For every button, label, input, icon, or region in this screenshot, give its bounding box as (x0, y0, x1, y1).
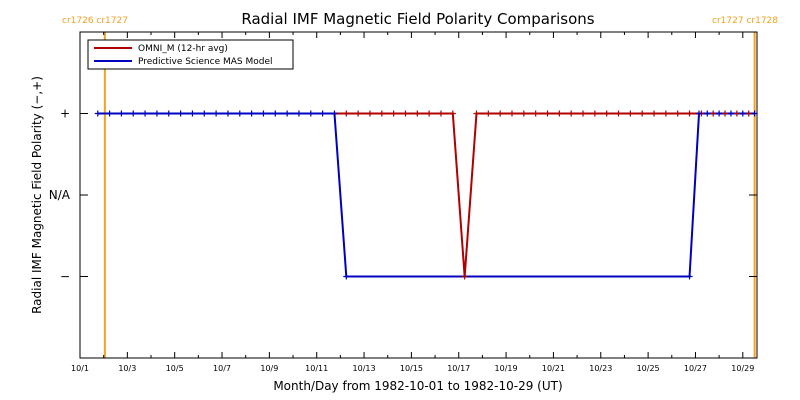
series-1-point (142, 110, 149, 117)
legend-label-mas: Predictive Science MAS Model (138, 57, 273, 67)
series-1-point (118, 110, 125, 117)
series-lines (94, 110, 758, 280)
x-tick-label: 10/13 (353, 364, 376, 373)
series-1-point (739, 110, 746, 117)
series-0-point (414, 110, 421, 117)
y-axis-label: Radial IMF Magnetic Field Polarity (−,+) (30, 76, 44, 314)
series-0-point (710, 110, 717, 117)
x-axis-label: Month/Day from 1982-10-01 to 1982-10-29 … (273, 379, 562, 393)
series-0-point (437, 110, 444, 117)
x-tick-label: 10/5 (166, 364, 184, 373)
series-1-point (165, 110, 172, 117)
series-1-point (319, 110, 326, 117)
series-1-point (224, 110, 231, 117)
series-1-point (295, 110, 302, 117)
series-0-point (615, 110, 622, 117)
series-0-point (378, 110, 385, 117)
series-1-point (727, 110, 734, 117)
series-0-point (733, 110, 740, 117)
series-1-point (236, 110, 243, 117)
series-0-point (402, 110, 409, 117)
series-1-point (272, 110, 279, 117)
series-1-point (106, 110, 113, 117)
x-tick-label: 10/17 (447, 364, 470, 373)
y-tick-labels: + N/A − (49, 107, 71, 284)
legend-label-omni: OMNI_M (12-hr avg) (138, 44, 228, 54)
series-1-point (686, 273, 693, 280)
series-1-point (284, 110, 291, 117)
series-1-point (201, 110, 208, 117)
x-tick-label: 10/19 (495, 364, 518, 373)
carrington-label: cr1726 cr1727 (62, 16, 128, 26)
series-0-point (591, 110, 598, 117)
x-tick-label: 10/15 (400, 364, 423, 373)
series-0-point (520, 110, 527, 117)
series-0-point (662, 110, 669, 117)
series-1-point (343, 273, 350, 280)
legend-box (87, 39, 294, 70)
series-0-point (568, 110, 575, 117)
series-0-point (509, 110, 516, 117)
series-0-point (603, 110, 610, 117)
x-tick-label: 10/7 (213, 364, 231, 373)
series-1-point (260, 110, 267, 117)
series-0-point (651, 110, 658, 117)
series-1-point (704, 110, 711, 117)
series-1-point (94, 110, 101, 117)
x-tick-label: 10/25 (637, 364, 660, 373)
series-1-point (331, 110, 338, 117)
series-1-point (130, 110, 137, 117)
series-0-point (355, 110, 362, 117)
chart-title: Radial IMF Magnetic Field Polarity Compa… (241, 10, 594, 28)
series-0-point (343, 110, 350, 117)
x-tick-label: 10/21 (542, 364, 565, 373)
x-tick-label: 10/29 (731, 364, 754, 373)
series-1-point (189, 110, 196, 117)
y-tick-label: − (60, 270, 70, 284)
carrington-label: cr1727 cr1728 (712, 16, 778, 26)
plot-frame (79, 31, 758, 359)
series-0-point (674, 110, 681, 117)
series-0-point (544, 110, 551, 117)
legend: OMNI_M (12-hr avg) Predictive Science MA… (87, 39, 294, 70)
y-tick-label: N/A (49, 188, 71, 202)
x-tick-label: 10/11 (305, 364, 328, 373)
series-1-point (153, 110, 160, 117)
series-0-point (686, 110, 693, 117)
x-tick-label: 10/27 (684, 364, 707, 373)
x-tick-label: 10/1 (71, 364, 89, 373)
series-0-point (461, 273, 468, 280)
series-1-point (307, 110, 314, 117)
series-0-point (722, 110, 729, 117)
series-0-point (485, 110, 492, 117)
series-0-point (580, 110, 587, 117)
series-1-point (716, 110, 723, 117)
series-0-point (532, 110, 539, 117)
series-1-point (177, 110, 184, 117)
series-0-point (473, 110, 480, 117)
series-1-point (213, 110, 220, 117)
series-0-point (426, 110, 433, 117)
x-tick-labels: 10/1 10/3 10/5 10/7 10/9 10/11 10/13 10/15 10/17… (71, 364, 754, 373)
series-0-point (449, 110, 456, 117)
x-tick-label: 10/23 (589, 364, 612, 373)
series-0-point (366, 110, 373, 117)
y-tick-label: + (60, 107, 70, 121)
series-0-point (556, 110, 563, 117)
series-0-point (390, 110, 397, 117)
series-1-point (248, 110, 255, 117)
series-0-point (627, 110, 634, 117)
series-0-point (639, 110, 646, 117)
x-tick-label: 10/9 (260, 364, 278, 373)
x-tick-label: 10/3 (118, 364, 136, 373)
series-1-point (696, 110, 703, 117)
series-0-point (745, 110, 752, 117)
series-0-point (497, 110, 504, 117)
